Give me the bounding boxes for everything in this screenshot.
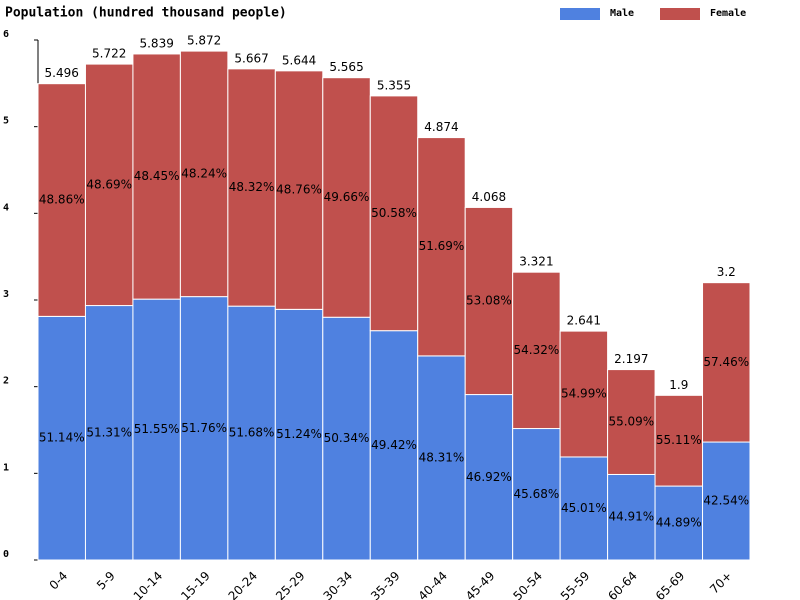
x-tick-label: 15-19 [178, 569, 213, 600]
segment-label: 48.76% [276, 183, 322, 197]
bar-segment [227, 68, 276, 307]
segment-label: 44.89% [656, 516, 702, 530]
segment-label: 50.58% [371, 206, 417, 220]
segment-label: 48.45% [134, 169, 180, 183]
x-tick-label: 25-29 [273, 569, 308, 600]
bar-segment [559, 330, 609, 458]
segment-label: 54.32% [514, 343, 560, 357]
total-label: 5.722 [92, 47, 126, 61]
x-tick-label: 55-59 [558, 569, 593, 600]
total-label: 5.644 [282, 53, 316, 67]
segment-label: 55.09% [608, 415, 654, 429]
bar-segment [322, 77, 371, 318]
total-label: 5.565 [329, 60, 363, 74]
segment-label: 49.66% [324, 190, 370, 204]
y-tick-label: 6 [3, 29, 9, 40]
x-tick-label: 35-39 [368, 569, 403, 600]
total-label: 5.355 [377, 78, 411, 92]
total-label: 5.496 [45, 66, 79, 80]
total-label: 1.9 [669, 378, 688, 392]
segment-label: 51.69% [419, 239, 465, 253]
bar-segment [654, 394, 704, 487]
segment-label: 46.92% [466, 470, 512, 484]
bar-segment [512, 428, 561, 561]
bar-segment [417, 137, 466, 357]
total-label: 5.872 [187, 34, 221, 48]
x-tick-label: 45-49 [463, 569, 498, 600]
y-tick-label: 4 [3, 202, 9, 213]
bar-segment [512, 271, 561, 430]
segment-label: 42.54% [703, 494, 749, 508]
segment-label: 53.08% [466, 293, 512, 307]
bar-segment [84, 305, 134, 561]
bar-segment [417, 355, 466, 561]
total-label: 2.641 [567, 314, 601, 328]
legend-swatch [660, 8, 700, 20]
segment-label: 48.86% [39, 193, 85, 207]
segment-label: 51.31% [86, 425, 132, 439]
segment-label: 49.42% [371, 438, 417, 452]
segment-label: 57.46% [703, 355, 749, 369]
bar-segment [84, 63, 134, 307]
bar-segment [132, 298, 181, 561]
segment-label: 51.68% [229, 426, 275, 440]
bar-segment [654, 485, 704, 561]
bar-segment [702, 282, 751, 443]
bar-segment [369, 95, 419, 332]
legend-label: Female [710, 8, 746, 19]
segment-label: 44.91% [608, 510, 654, 524]
bar-segment [322, 316, 371, 561]
legend-label: Male [610, 8, 634, 19]
segment-label: 54.99% [561, 387, 607, 401]
legend-swatch [560, 8, 600, 20]
bar-segment [132, 53, 181, 300]
bar-segment [607, 369, 656, 475]
bar-segment [702, 441, 751, 561]
bar-segment [464, 394, 514, 561]
segment-label: 48.69% [86, 177, 132, 191]
x-tick-label: 65-69 [653, 569, 688, 600]
bar-segment [559, 456, 609, 561]
x-tick-label: 5-9 [94, 569, 118, 593]
bar-segment [179, 50, 229, 298]
segment-label: 45.01% [561, 501, 607, 515]
bar-segment [37, 83, 86, 317]
x-tick-label: 60-64 [605, 569, 640, 600]
segment-label: 51.24% [276, 427, 322, 441]
x-tick-label: 70+ [707, 569, 735, 597]
segment-label: 48.24% [181, 166, 227, 180]
y-tick-label: 3 [3, 289, 9, 300]
x-tick-label: 40-44 [416, 569, 451, 600]
x-tick-label: 20-24 [226, 569, 261, 600]
chart-title: Population (hundred thousand people) [5, 6, 287, 21]
segment-label: 48.31% [419, 450, 465, 464]
bar-segment [369, 330, 419, 561]
bar-segment [607, 473, 656, 561]
total-label: 2.197 [614, 352, 648, 366]
bar-segment [227, 305, 276, 561]
segment-label: 50.34% [324, 431, 370, 445]
segment-label: 51.76% [181, 421, 227, 435]
x-tick-label: 10-14 [131, 569, 166, 600]
segment-label: 51.14% [39, 431, 85, 445]
x-tick-label: 30-34 [321, 569, 356, 600]
total-label: 4.068 [472, 190, 506, 204]
total-label: 3.2 [717, 265, 736, 279]
x-tick-label: 50-54 [510, 569, 545, 600]
total-label: 4.874 [424, 120, 458, 134]
segment-label: 48.32% [229, 180, 275, 194]
y-tick-label: 1 [3, 462, 9, 473]
total-label: 5.667 [234, 51, 268, 65]
y-tick-label: 0 [3, 549, 9, 560]
y-tick-label: 5 [3, 116, 9, 127]
y-tick-label: 2 [3, 376, 9, 387]
x-tick-label: 0-4 [47, 569, 71, 593]
segment-label: 55.11% [656, 433, 702, 447]
segment-label: 45.68% [514, 487, 560, 501]
segment-label: 51.55% [134, 422, 180, 436]
total-label: 5.839 [139, 36, 173, 50]
total-label: 3.321 [519, 255, 553, 269]
